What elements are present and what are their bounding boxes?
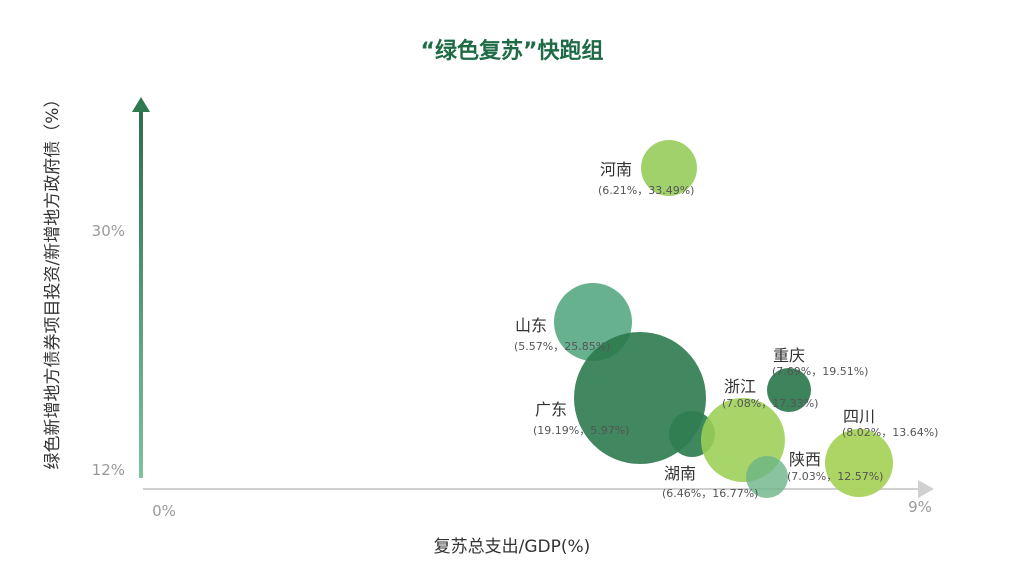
y-tick-label-30: 30% [92, 222, 125, 240]
x-tick-label-9: 9% [908, 498, 932, 516]
y-axis-line [139, 110, 143, 478]
x-axis-arrow-icon [918, 480, 934, 498]
bubble-name-label: 山东 [515, 316, 547, 335]
bubble-name-label: 湖南 [664, 464, 696, 483]
bubble-value-label: (6.46%，16.77%) [662, 487, 758, 500]
x-axis-label: 复苏总支出/GDP(%) [434, 537, 591, 557]
bubble-value-label: (7.03%，12.57%) [787, 470, 883, 483]
bubble-name-label: 浙江 [724, 377, 756, 396]
bubble-label-layer: 河南 (6.21%，33.49%) 山东 (5.57%，25.85%) 广东 (19.19… [514, 160, 938, 500]
bubble-value-label: (8.02%，13.64%) [842, 426, 938, 439]
bubble-layer [554, 140, 893, 498]
bubble-name-label: 河南 [600, 160, 632, 179]
y-tick-label-12: 12% [92, 461, 125, 479]
bubble-value-label: (7.69%，19.51%) [772, 365, 868, 378]
chart-title: “绿色复苏”快跑组 [421, 38, 604, 64]
bubble-7 [825, 429, 893, 497]
bubble-value-label: (7.08%，17.33%) [722, 397, 818, 410]
x-tick-label-0: 0% [152, 502, 176, 520]
bubble-value-label: (19.19%，5.97%) [533, 424, 629, 437]
bubble-value-label: (5.57%，25.85%) [514, 340, 610, 353]
bubble-value-label: (6.21%，33.49%) [598, 184, 694, 197]
bubble-5 [767, 368, 811, 412]
bubble-name-label: 广东 [535, 400, 567, 419]
bubble-name-label: 四川 [843, 407, 875, 426]
y-axis-arrow-icon [132, 97, 150, 112]
bubble-name-label: 陕西 [789, 450, 821, 469]
y-axis-label: 绿色新增地方债券项目投资/新增地方政府债（%） [43, 91, 63, 470]
bubble-6 [746, 456, 788, 498]
bubble-name-label: 重庆 [773, 346, 805, 365]
bubble-0 [641, 140, 697, 196]
